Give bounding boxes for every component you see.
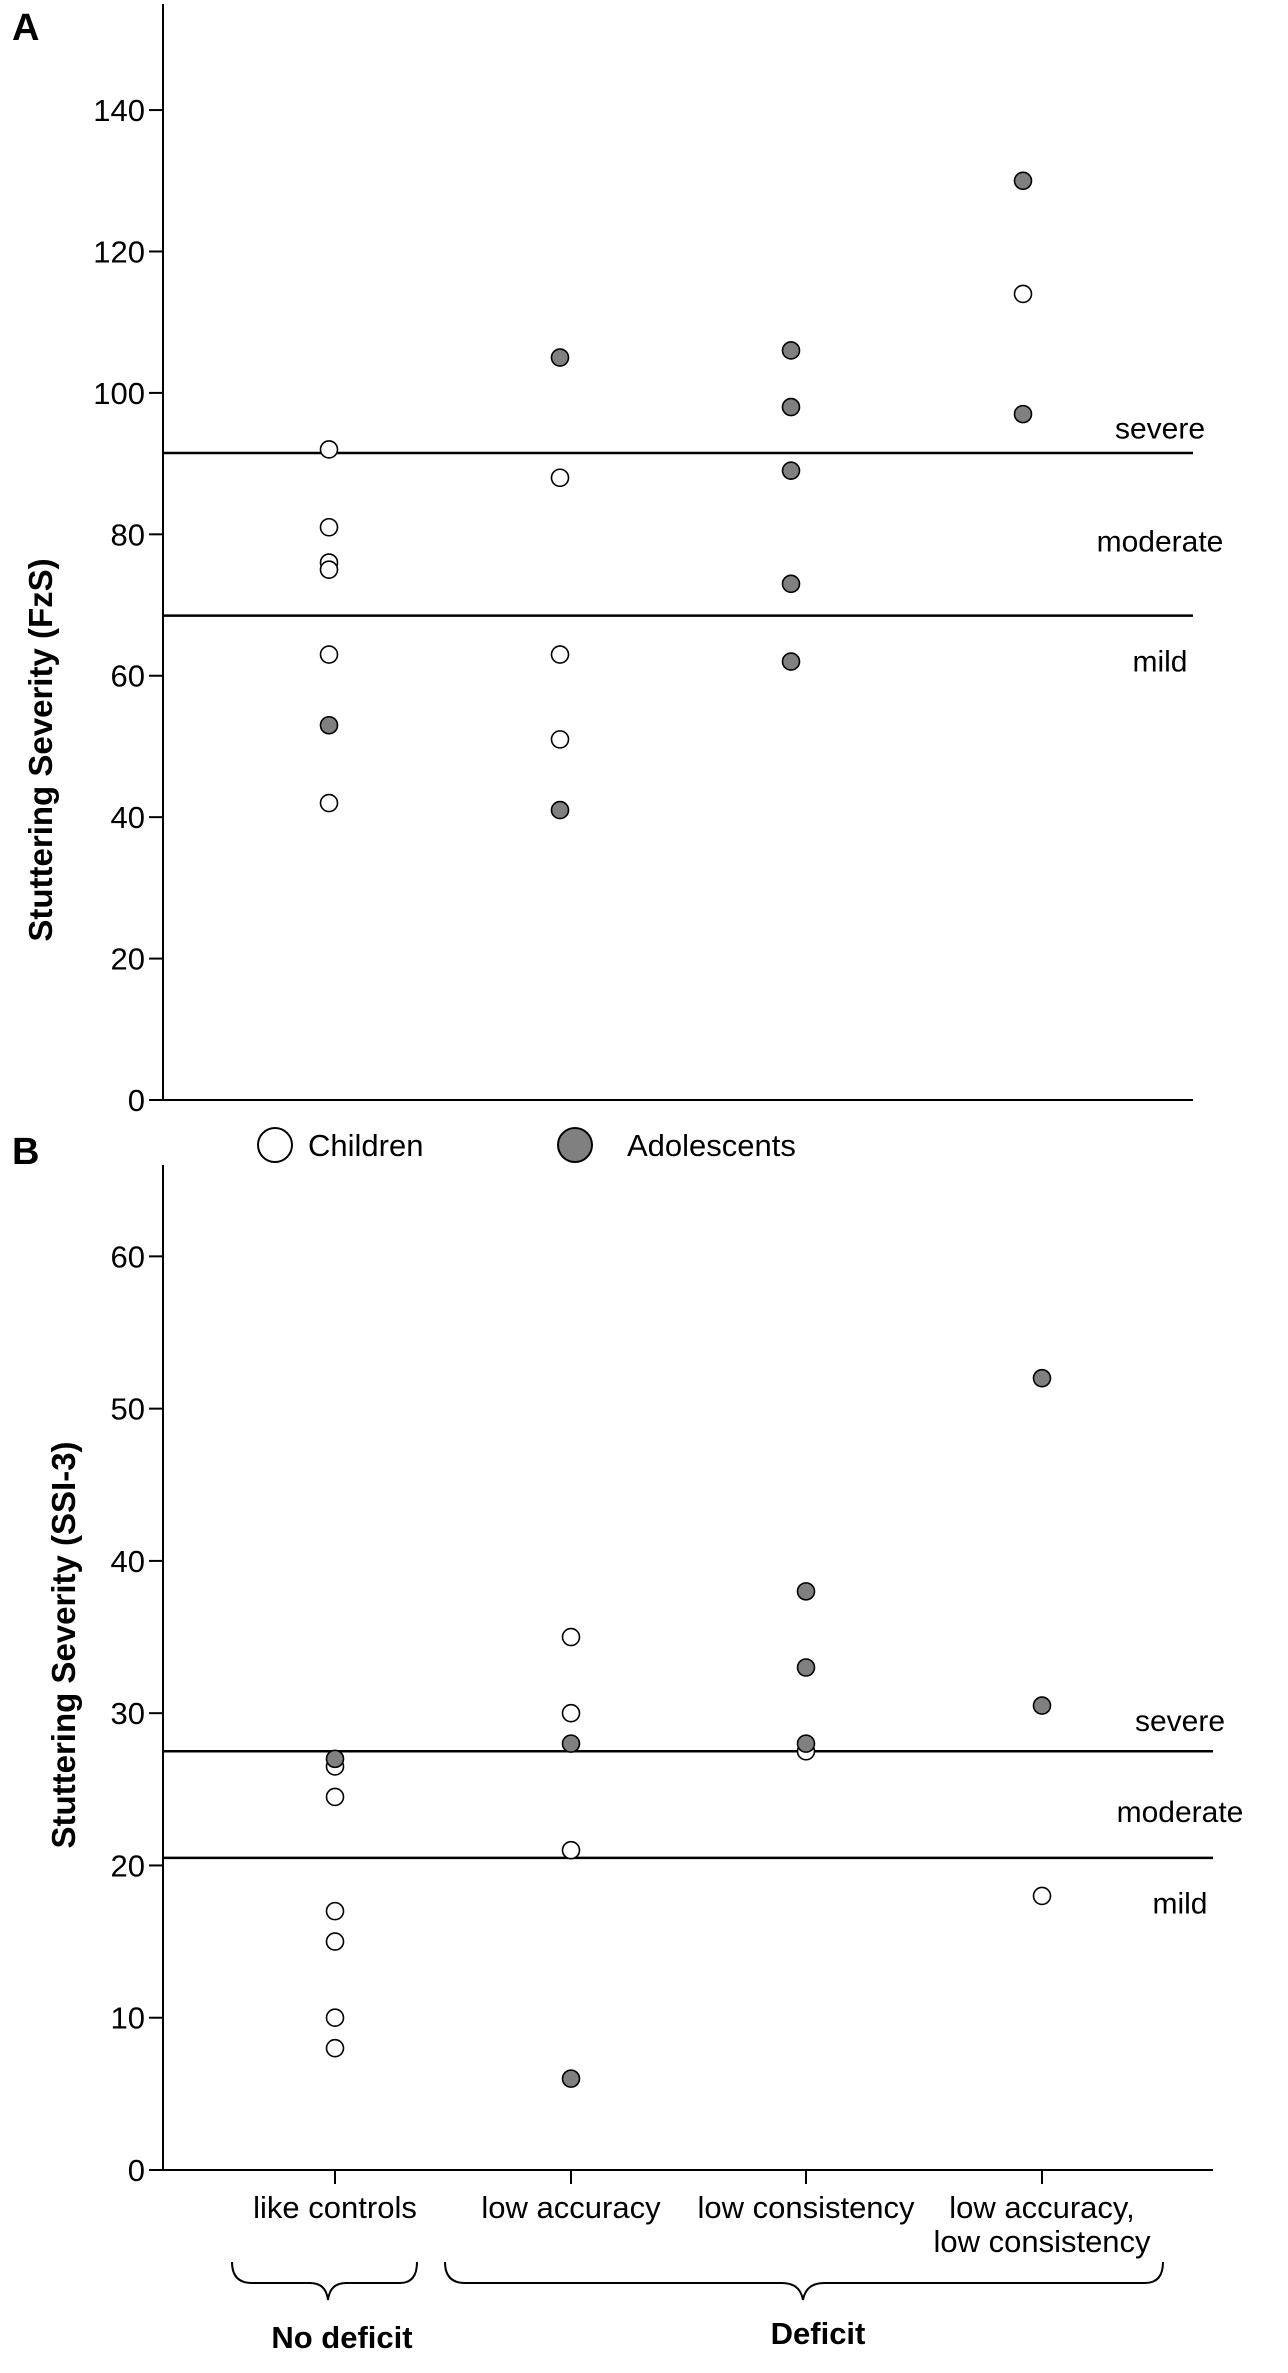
- panel-b-adolescents-point: [561, 2069, 581, 2088]
- panel-a-children-point: [319, 440, 339, 459]
- panel-a-severity-label-mild: mild: [1132, 646, 1187, 679]
- panel-b-y-tick-label-30: 30: [111, 1696, 145, 1731]
- panel-b-adolescents-point: [1032, 1368, 1052, 1388]
- panel-a: A Stuttering Severity (FzS) 0 20 40 60 80 100…: [12, 4, 1223, 1118]
- panel-a-adolescents-point: [1013, 404, 1033, 424]
- panel-b-adolescents-point: [325, 1749, 345, 1769]
- panel-a-y-tick-label-60: 60: [111, 659, 145, 694]
- panel-a-children-point: [319, 793, 339, 813]
- panel-b-adolescents-point: [796, 1658, 816, 1677]
- panel-a-severity-label-severe: severe: [1115, 412, 1205, 445]
- panel-a-y-axis-label: Stuttering Severity (FzS): [22, 558, 59, 941]
- panel-a-adolescents-point: [781, 397, 801, 417]
- panel-a-severity-label-moderate: moderate: [1097, 525, 1224, 558]
- panel-a-children-point: [1013, 284, 1033, 304]
- panel-b-y-tick-label-40: 40: [111, 1544, 145, 1579]
- panel-a-children-point: [550, 468, 570, 488]
- category-label-low-accuracy: low accuracy: [481, 2190, 661, 2225]
- no-deficit-brace: [231, 2261, 418, 2301]
- panel-b-severity-label-severe: severe: [1135, 1705, 1225, 1738]
- panel-b-children-point: [1032, 1886, 1052, 1906]
- panel-b-adolescents-point: [1032, 1696, 1052, 1715]
- panel-b: B Stuttering Severity (SSI-3) 0 10 20 30 40 5…: [12, 1131, 1243, 2355]
- panel-b-children-point: [325, 2038, 345, 2058]
- panel-b-severity-label-moderate: moderate: [1117, 1796, 1244, 1829]
- panel-a-adolescents-point: [781, 574, 801, 594]
- panel-b-children-point: [561, 1627, 581, 1647]
- panel-b-children-point: [325, 1932, 345, 1951]
- panel-a-adolescents-point: [319, 715, 339, 735]
- panel-a-y-tick-label-100: 100: [93, 376, 145, 411]
- panel-b-y-tick-label-0: 0: [128, 2153, 145, 2188]
- panel-a-letter: A: [12, 7, 39, 49]
- group-label-no-deficit: No deficit: [271, 2320, 412, 2355]
- deficit-brace: [444, 2261, 1164, 2301]
- panel-b-letter: B: [12, 1131, 39, 1173]
- panel-b-adolescents-point: [561, 1734, 581, 1753]
- panel-b-adolescents-point: [796, 1582, 816, 1601]
- legend-adolescents-label: Adolescents: [627, 1128, 796, 1163]
- panel-a-y-tick-label-120: 120: [93, 234, 145, 269]
- panel-b-y-axis-label: Stuttering Severity (SSI-3): [45, 1441, 82, 1848]
- panel-a-adolescents-point: [550, 348, 570, 367]
- panel-a-y-tick-label-0: 0: [128, 1083, 145, 1118]
- panel-b-y-tick-label-60: 60: [111, 1239, 145, 1274]
- panel-a-adolescents-point: [550, 800, 570, 820]
- legend-children-marker: [257, 1127, 293, 1163]
- category-label-low-consistency: low consistency: [697, 2190, 915, 2225]
- panel-b-children-point: [561, 1840, 581, 1860]
- panel-a-children-point: [550, 730, 570, 749]
- panel-b-children-point: [325, 1787, 345, 1807]
- panel-a-y-tick-label-140: 140: [93, 93, 145, 128]
- panel-b-y-tick-label-10: 10: [111, 2001, 145, 2036]
- panel-b-adolescents-point: [796, 1734, 816, 1753]
- category-label-low-accuracy-low-consistency-line1: low accuracy,: [949, 2190, 1135, 2225]
- group-label-deficit: Deficit: [771, 2316, 866, 2351]
- panel-b-y-tick-label-50: 50: [111, 1392, 145, 1427]
- panel-a-adolescents-point: [781, 341, 801, 360]
- panel-a-adolescents-point: [781, 461, 801, 480]
- panel-a-y-tick-label-40: 40: [111, 800, 145, 835]
- panel-b-severity-label-mild: mild: [1152, 1888, 1207, 1921]
- legend-children-label: Children: [308, 1128, 423, 1163]
- panel-a-y-tick-label-20: 20: [111, 942, 145, 977]
- panel-a-children-point: [319, 560, 339, 579]
- panel-a-children-point: [319, 517, 339, 537]
- category-label-low-accuracy-low-consistency-line2: low consistency: [933, 2224, 1151, 2259]
- panel-b-y-tick-label-20: 20: [111, 1848, 145, 1883]
- panel-b-children-point: [325, 1901, 345, 1921]
- legend: Children Adolescents: [257, 1127, 796, 1163]
- panel-b-children-point: [325, 2008, 345, 2028]
- panel-a-y-tick-label-80: 80: [111, 517, 145, 552]
- panel-a-children-point: [550, 645, 570, 664]
- category-label-like-controls: like controls: [253, 2190, 417, 2225]
- panel-a-adolescents-point: [781, 652, 801, 671]
- panel-a-adolescents-point: [1013, 171, 1033, 191]
- panel-a-children-point: [319, 645, 339, 664]
- legend-adolescents-marker: [557, 1127, 593, 1163]
- panel-b-children-point: [561, 1703, 581, 1723]
